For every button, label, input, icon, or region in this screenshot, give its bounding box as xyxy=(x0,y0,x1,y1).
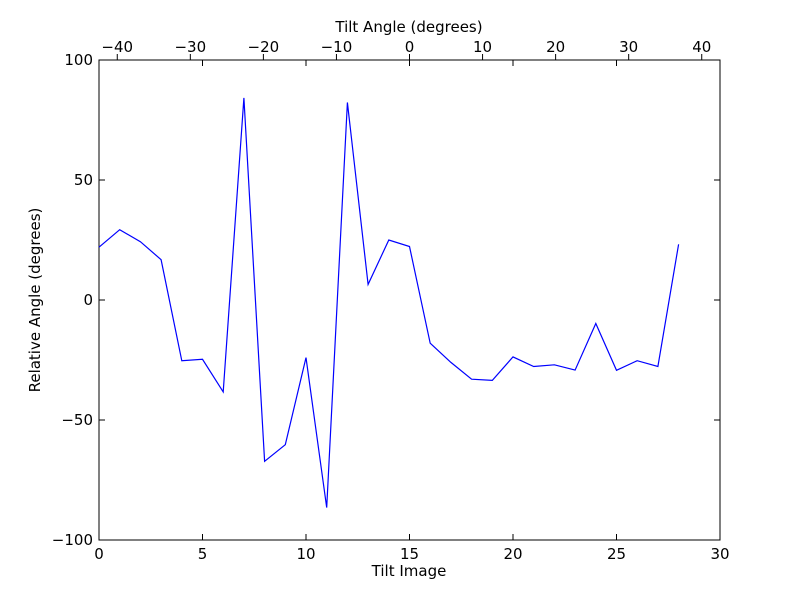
x2-tick-label: 30 xyxy=(619,38,638,56)
y-tick-label: −100 xyxy=(52,531,93,549)
x-tick-label: 30 xyxy=(710,545,729,563)
x2-tick-label: −10 xyxy=(321,38,353,56)
y-axis-label: Relative Angle (degrees) xyxy=(26,208,44,393)
y-tick-label: 0 xyxy=(83,291,93,309)
x2-tick-label: −20 xyxy=(248,38,280,56)
plot-area xyxy=(98,59,721,541)
x2-tick-label: 20 xyxy=(546,38,565,56)
x-axis-label: Tilt Image xyxy=(371,562,447,580)
x-tick-label: 5 xyxy=(198,545,208,563)
top-x-axis-label: Tilt Angle (degrees) xyxy=(334,18,482,36)
x-tick-label: 25 xyxy=(607,545,626,563)
axis-tick-labels: 0 5 10 15 20 25 30−40 −30 −20 −10 0 10 20 30 40−100−50… xyxy=(52,38,730,563)
x-tick-label: 10 xyxy=(296,545,315,563)
x-tick-label: 0 xyxy=(94,545,104,563)
x-tick-label: 20 xyxy=(503,545,522,563)
x2-tick-label: 0 xyxy=(405,38,415,56)
axis-ticks xyxy=(98,54,721,541)
x2-tick-label: −40 xyxy=(101,38,133,56)
x2-tick-label: 40 xyxy=(692,38,711,56)
y-tick-label: 50 xyxy=(74,171,93,189)
series-line-0 xyxy=(98,97,680,508)
x-tick-label: 15 xyxy=(400,545,419,563)
x2-tick-label: 10 xyxy=(473,38,492,56)
plot-frame xyxy=(98,59,721,541)
y-tick-label: −50 xyxy=(61,411,93,429)
x2-tick-label: −30 xyxy=(174,38,206,56)
y-tick-label: 100 xyxy=(64,51,93,69)
